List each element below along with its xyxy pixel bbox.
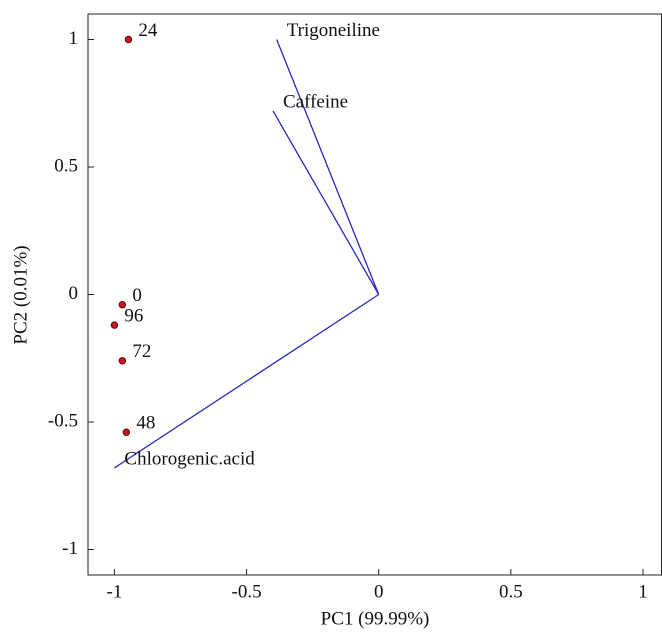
point-label: 24 [138,20,158,41]
score-point [124,35,133,44]
y-tick-label: -0.5 [48,410,78,431]
loading-vector [276,39,380,295]
vector-label: Trigoneiline [287,20,380,41]
point-label: 96 [124,305,143,326]
vector-label: Caffeine [283,91,348,112]
loading-vector [114,293,380,469]
x-tick-label: -1 [107,581,123,602]
y-tick-label: 0 [69,283,79,304]
y-tick-label: -1 [62,538,78,559]
y-tick-label: 0.5 [54,155,78,176]
score-point [118,357,127,365]
point-label: 0 [132,285,142,306]
x-axis-label: PC1 (99.99%) [321,608,430,629]
x-tick-label: -0.5 [232,581,262,602]
point-label: 48 [136,413,155,434]
x-tick-label: 0 [374,581,384,602]
score-point [118,301,127,309]
x-tick-label: 1 [638,581,648,602]
x-tick-label: 0.5 [499,581,523,602]
plot-frame [87,13,662,576]
y-axis-label: PC2 (0.01%) [10,245,31,344]
score-point [122,428,131,436]
point-label: 72 [132,341,151,362]
vector-label: Chlorogenic.acid [124,448,255,469]
y-tick-label: 1 [69,28,79,49]
score-point [110,321,119,329]
loading-vector [272,110,380,295]
